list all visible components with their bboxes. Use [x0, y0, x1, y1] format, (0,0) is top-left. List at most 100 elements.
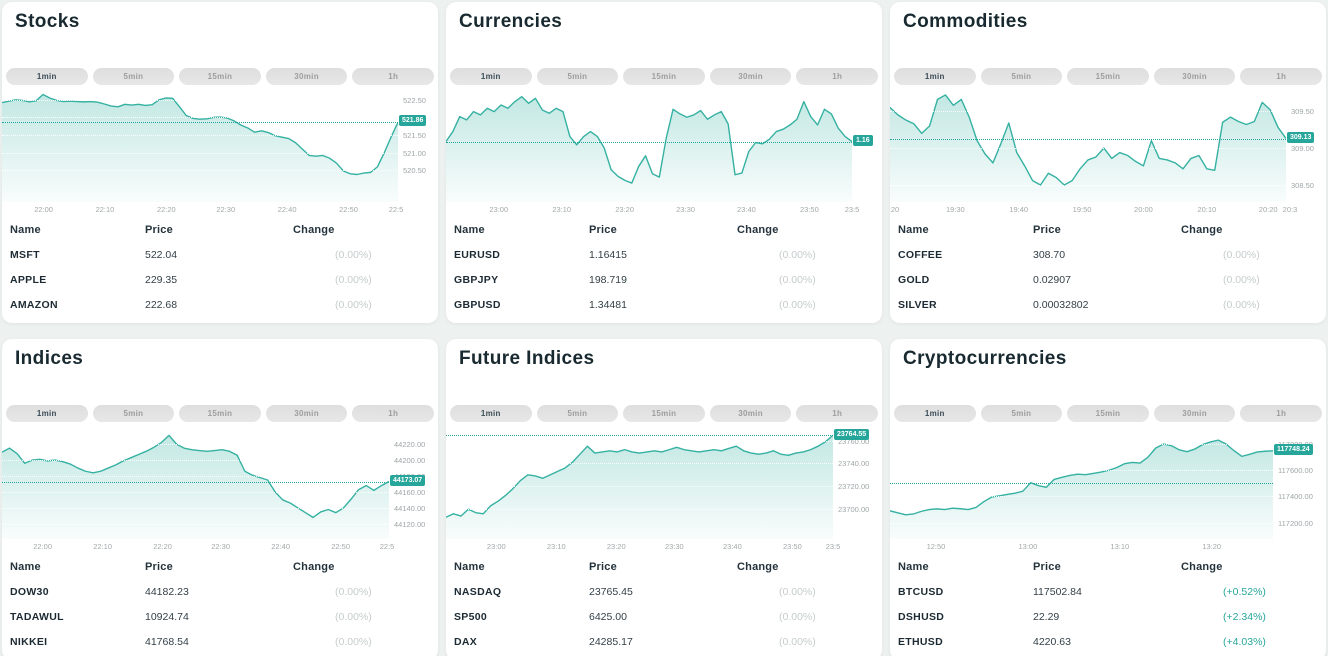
- timeframe-button-30min[interactable]: 30min: [1153, 68, 1236, 85]
- x-axis-tick: 22:40: [271, 542, 291, 551]
- table-row[interactable]: GBPUSD 1.34481 (0.00%): [454, 292, 872, 317]
- timeframe-button-1h[interactable]: 1h: [1240, 68, 1322, 85]
- table-body: COFFEE 308.70 (0.00%) GOLD 0.02907 (0.00%) SIL…: [898, 242, 1316, 317]
- change-cell: (0.00%): [335, 273, 372, 286]
- watchlist-table: Name Price Change DOW30 44182.23 (0.00%) TADA…: [10, 558, 428, 654]
- timeframe-button-5min[interactable]: 5min: [92, 405, 175, 422]
- column-header: Change: [293, 561, 335, 573]
- timeframe-button-15min[interactable]: 15min: [623, 405, 705, 422]
- timeframe-button-1h[interactable]: 1h: [1240, 405, 1322, 422]
- price-cell: 44182.23: [145, 585, 189, 598]
- symbol-cell: GBPUSD: [454, 298, 501, 311]
- timeframe-button-15min[interactable]: 15min: [179, 68, 261, 85]
- timeframe-button-1h[interactable]: 1h: [796, 68, 878, 85]
- price-cell: 23765.45: [589, 585, 633, 598]
- table-header-row: Name Price Change: [898, 221, 1316, 239]
- timeframe-button-1min[interactable]: 1min: [450, 68, 532, 85]
- timeframe-button-5min[interactable]: 5min: [536, 68, 619, 85]
- timeframe-button-1h[interactable]: 1h: [352, 68, 434, 85]
- column-header: Change: [737, 224, 779, 236]
- timeframe-button-30min[interactable]: 30min: [1153, 405, 1236, 422]
- timeframe-button-1min[interactable]: 1min: [894, 405, 976, 422]
- table-body: BTCUSD 117502.84 (+0.52%) DSHUSD 22.29 (+2.34…: [898, 579, 1316, 654]
- timeframe-button-30min[interactable]: 30min: [265, 405, 348, 422]
- price-cell: 522.04: [145, 248, 178, 261]
- column-header: Name: [454, 224, 485, 236]
- table-row[interactable]: GBPJPY 198.719 (0.00%): [454, 267, 872, 292]
- symbol-cell: MSFT: [10, 248, 40, 261]
- timeframe-button-5min[interactable]: 5min: [536, 405, 619, 422]
- timeframe-button-5min[interactable]: 5min: [980, 405, 1063, 422]
- grid-line: [446, 509, 833, 511]
- timeframe-button-5min[interactable]: 5min: [980, 68, 1063, 85]
- timeframe-button-30min[interactable]: 30min: [265, 68, 348, 85]
- table-row[interactable]: GOLD 0.02907 (0.00%): [898, 267, 1316, 292]
- x-axis-tick: 23:30: [676, 205, 695, 214]
- price-chart[interactable]: 44220.0044200.0044180.0044160.0044140.00…: [2, 429, 438, 539]
- table-row[interactable]: AMAZON 222.68 (0.00%): [10, 292, 428, 317]
- table-row[interactable]: ETHUSD 4220.63 (+4.03%): [898, 629, 1316, 654]
- x-axis: :20 19:30 19:40 19:50 20:00 20:10 20:20 20:3: [890, 202, 1297, 215]
- price-chart[interactable]: 1.16: [446, 92, 882, 202]
- timeframe-button-1min[interactable]: 1min: [6, 405, 88, 422]
- table-row[interactable]: TADAWUL 10924.74 (0.00%): [10, 604, 428, 629]
- table-row[interactable]: DSHUSD 22.29 (+2.34%): [898, 604, 1316, 629]
- timeframe-button-15min[interactable]: 15min: [1067, 405, 1149, 422]
- timeframe-button-1min[interactable]: 1min: [450, 405, 532, 422]
- current-price-line: [446, 435, 833, 437]
- timeframe-button-5min[interactable]: 5min: [92, 68, 175, 85]
- table-header-row: Name Price Change: [10, 221, 428, 239]
- table-row[interactable]: MSFT 522.04 (0.00%): [10, 242, 428, 267]
- timeframe-button-30min[interactable]: 30min: [709, 68, 792, 85]
- table-row[interactable]: BTCUSD 117502.84 (+0.52%): [898, 579, 1316, 604]
- grid-line: [2, 507, 389, 509]
- timeframe-button-1h[interactable]: 1h: [352, 405, 434, 422]
- grid-line: [2, 135, 398, 136]
- grid-line: [890, 470, 1273, 472]
- grid-line: [2, 152, 398, 154]
- timeframe-button-30min[interactable]: 30min: [709, 405, 792, 422]
- change-cell: (0.00%): [335, 298, 372, 311]
- table-row[interactable]: COFFEE 308.70 (0.00%): [898, 242, 1316, 267]
- timeframe-buttons: 1min 5min 15min 30min 1h: [446, 405, 882, 422]
- x-axis-tick: 23:40: [722, 542, 742, 551]
- timeframe-buttons: 1min 5min 15min 30min 1h: [890, 68, 1326, 85]
- table-row[interactable]: APPLE 229.35 (0.00%): [10, 267, 428, 292]
- column-header: Change: [293, 224, 335, 236]
- y-axis: 44220.0044200.0044180.0044160.0044140.00…: [389, 429, 438, 539]
- column-header: Name: [10, 561, 41, 573]
- table-row[interactable]: DOW30 44182.23 (0.00%): [10, 579, 428, 604]
- price-chart[interactable]: 117800.00117600.00117400.00117200.001177…: [890, 429, 1326, 539]
- y-axis-tick: 44160.00: [394, 488, 426, 497]
- y-axis-tick: 522.50: [403, 95, 426, 105]
- timeframe-button-15min[interactable]: 15min: [1067, 68, 1149, 85]
- table-row[interactable]: SILVER 0.00032802 (0.00%): [898, 292, 1316, 317]
- watchlist-table: Name Price Change COFFEE 308.70 (0.00%) GOLD 0…: [898, 221, 1316, 317]
- table-row[interactable]: NASDAQ 23765.45 (0.00%): [454, 579, 872, 604]
- timeframe-button-1min[interactable]: 1min: [6, 68, 88, 85]
- current-price-line: [890, 483, 1273, 484]
- table-row[interactable]: NIKKEI 41768.54 (0.00%): [10, 629, 428, 654]
- plot-area: [446, 429, 833, 539]
- timeframe-button-15min[interactable]: 15min: [179, 405, 261, 422]
- change-cell: (0.00%): [779, 273, 816, 286]
- timeframe-buttons: 1min 5min 15min 30min 1h: [446, 68, 882, 85]
- table-header-row: Name Price Change: [10, 558, 428, 576]
- plot-area: [446, 92, 852, 202]
- price-chart[interactable]: 23760.00 23740.00 23720.00 23700.00 23764.55: [446, 429, 882, 539]
- column-header: Price: [589, 224, 617, 236]
- table-body: MSFT 522.04 (0.00%) APPLE 229.35 (0.00%) AMAZO…: [10, 242, 428, 317]
- y-axis-tick: 44120.00: [394, 519, 426, 529]
- timeframe-button-15min[interactable]: 15min: [623, 68, 705, 85]
- price-chart[interactable]: 309.50 309.00 308.50 309.13: [890, 92, 1326, 202]
- table-row[interactable]: DAX 24285.17 (0.00%): [454, 629, 872, 654]
- table-row[interactable]: EURUSD 1.16415 (0.00%): [454, 242, 872, 267]
- timeframe-button-1h[interactable]: 1h: [796, 405, 878, 422]
- timeframe-button-1min[interactable]: 1min: [894, 68, 976, 85]
- x-axis-tick: 22:30: [216, 205, 236, 214]
- change-cell: (0.00%): [779, 248, 816, 261]
- table-row[interactable]: SP500 6425.00 (0.00%): [454, 604, 872, 629]
- symbol-cell: APPLE: [10, 273, 47, 286]
- x-axis: 12:50 13:00 13:10 13:20: [890, 539, 1273, 552]
